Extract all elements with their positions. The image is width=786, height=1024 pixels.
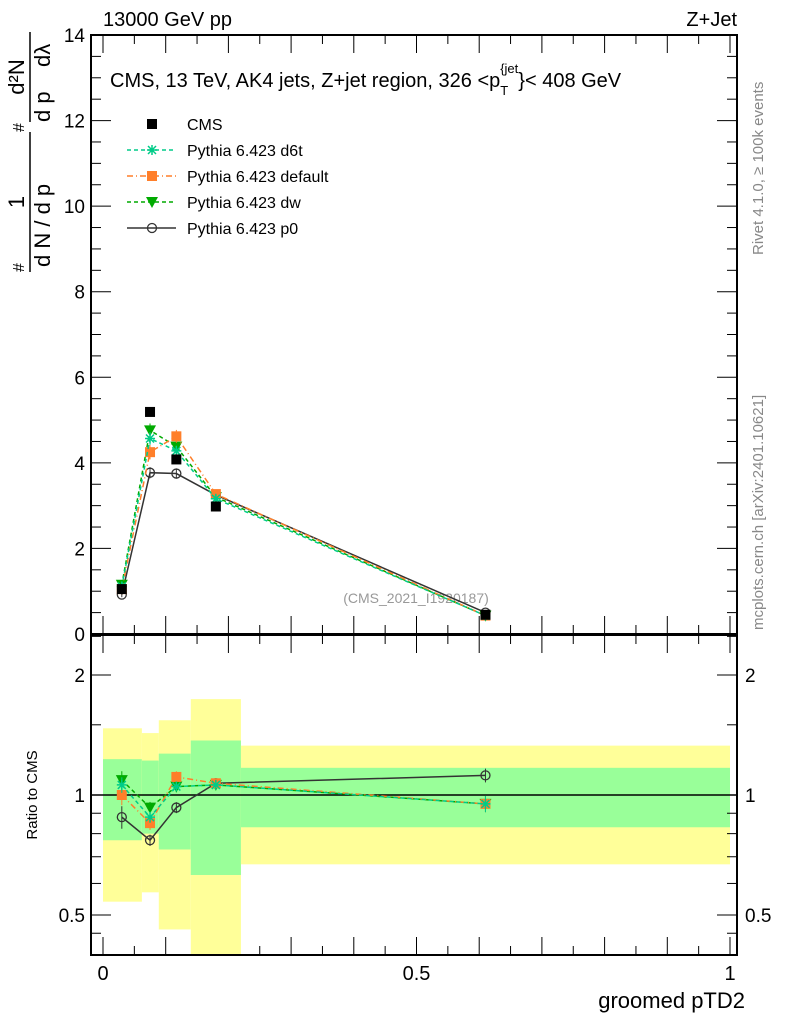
legend-label: CMS — [187, 117, 223, 134]
square-marker — [147, 119, 157, 129]
star-marker — [147, 145, 157, 155]
circle-marker — [144, 835, 156, 846]
header-left: 13000 GeV pp — [103, 9, 232, 31]
y-tick-label: 14 — [64, 26, 86, 47]
square-marker — [480, 609, 491, 620]
legend-entry: Pythia 6.423 default — [127, 169, 329, 186]
header-right: Z+Jet — [686, 9, 737, 31]
square-marker — [145, 406, 156, 417]
series-cms — [116, 406, 491, 620]
mcplots-label: mcplots.cern.ch [arXiv:2401.10621] — [750, 395, 767, 630]
x-tick-label: 0.5 — [403, 963, 431, 985]
ratio-y-tick-label: 0.5 — [59, 906, 85, 927]
plot-title: CMS, 13 TeV, AK4 jets, Z+jet region, 326… — [110, 61, 622, 98]
y-tick-label: 6 — [74, 368, 85, 389]
ratio-y-tick-label-right: 2 — [745, 666, 756, 687]
y-tick-label: 12 — [64, 112, 85, 133]
star-marker — [171, 781, 182, 792]
x-tick-label: 0 — [97, 963, 108, 985]
legend-label: Pythia 6.423 p0 — [187, 221, 298, 238]
square-marker — [116, 584, 127, 595]
ratio-band-inner — [190, 740, 241, 875]
ratio-y-label: Ratio to CMS — [24, 750, 41, 839]
series-line — [121, 437, 486, 617]
ratio-y-tick-label: 2 — [74, 666, 85, 687]
rivet-label: Rivet 4.1.0, ≥ 100k events — [750, 82, 767, 255]
ylabel-hash2: # — [11, 123, 28, 132]
y-tick-label: 8 — [74, 283, 85, 304]
series-line — [121, 429, 486, 617]
ylabel-den2: d p — [30, 91, 55, 122]
square-marker — [171, 454, 182, 465]
square-marker — [171, 771, 182, 782]
square-marker — [145, 818, 156, 829]
circle-marker — [171, 802, 182, 813]
square-marker — [116, 790, 127, 800]
x-tick-label: 1 — [724, 963, 735, 985]
ratio-series — [116, 777, 491, 823]
ylabel-num2: d²N — [4, 59, 29, 94]
star-marker — [145, 433, 156, 444]
y-tick-label: 0 — [74, 625, 85, 646]
legend-entry: Pythia 6.423 d6t — [127, 143, 303, 160]
ratio-series-line — [121, 784, 486, 819]
square-marker — [147, 171, 157, 181]
ylabel-num1: 1 — [4, 196, 29, 208]
ratio-y-tick-label-right: 0.5 — [745, 906, 771, 927]
square-marker — [171, 431, 182, 442]
circle-marker — [146, 222, 158, 234]
ylabel-hash1: # — [11, 263, 28, 272]
legend-entry: Pythia 6.423 p0 — [127, 221, 298, 238]
plot-title-sup: {jet — [500, 61, 518, 76]
star-marker — [480, 798, 491, 809]
square-marker — [145, 447, 156, 458]
y-axis-label: 1 d N / d p # d²N d p dλ # — [4, 32, 55, 272]
circle-marker — [116, 811, 127, 823]
star-marker — [145, 812, 156, 823]
legend-entry: Pythia 6.423 dw — [127, 195, 301, 212]
circle-marker — [171, 468, 182, 479]
star-marker — [171, 445, 182, 456]
triangle-marker — [146, 197, 158, 208]
circle-marker — [480, 770, 491, 781]
legend-label: Pythia 6.423 default — [187, 169, 329, 186]
y-tick-label: 10 — [64, 197, 85, 218]
star-marker — [210, 493, 221, 504]
ratio-y-tick-label: 1 — [74, 786, 85, 807]
star-marker — [210, 779, 221, 790]
x-axis-label: groomed pTD2 — [598, 988, 745, 1013]
square-marker — [210, 501, 221, 512]
ratio-series — [116, 768, 491, 846]
watermark: (CMS_2021_I1920187) — [343, 590, 489, 606]
ratio-y-tick-label-right: 1 — [745, 786, 756, 807]
legend-entry: CMS — [147, 117, 223, 134]
ylabel-den1: d N / d p — [30, 184, 55, 267]
plot-title-main: CMS, 13 TeV, AK4 jets, Z+jet region, 326… — [110, 70, 500, 92]
triangle-marker — [144, 425, 157, 437]
ratio-panel: 0 0.5 1 0.5 0.5 1 1 2 2 — [59, 634, 771, 985]
y-tick-label: 4 — [74, 454, 85, 475]
ylabel-lam: dλ — [30, 44, 55, 67]
legend-label: Pythia 6.423 dw — [187, 195, 301, 212]
legend-label: Pythia 6.423 d6t — [187, 143, 303, 160]
star-marker — [116, 779, 127, 790]
y-tick-label: 2 — [74, 539, 85, 560]
triangle-marker — [144, 802, 157, 814]
plot-title-sub: T — [500, 83, 508, 98]
plot-title-tail: }< 408 GeV — [518, 70, 622, 92]
